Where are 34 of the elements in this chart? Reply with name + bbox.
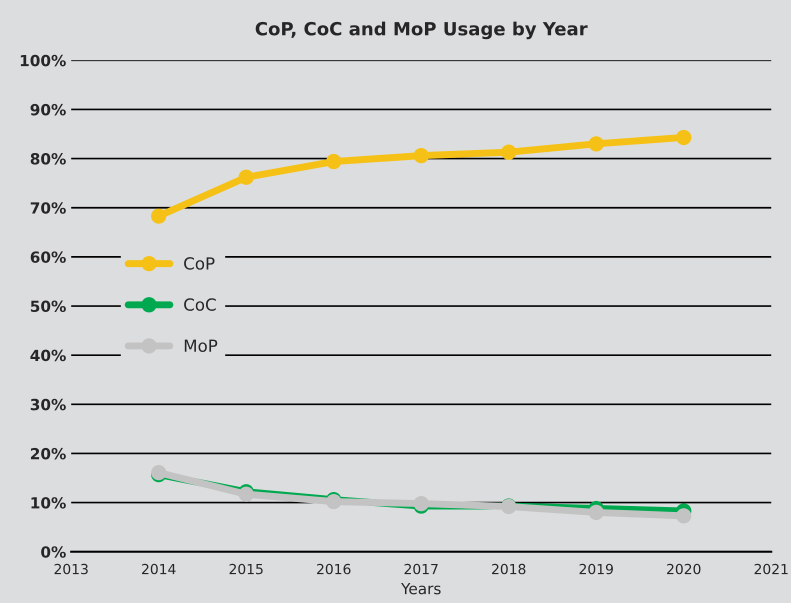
y-tick-label: 60% bbox=[30, 251, 66, 263]
x-tick-label: 2020 bbox=[667, 564, 700, 574]
y-tick-label: 90% bbox=[30, 104, 66, 116]
point bbox=[501, 144, 516, 160]
point bbox=[326, 154, 342, 170]
y-tick-label: 20% bbox=[30, 448, 66, 460]
y-tick-label: 100% bbox=[20, 54, 66, 66]
x-tick-label: 2016 bbox=[317, 564, 350, 574]
y-tick-label: 0% bbox=[41, 546, 66, 558]
x-tick-label: 2019 bbox=[580, 564, 613, 574]
point bbox=[151, 208, 166, 224]
x-tick-label: 2018 bbox=[492, 564, 526, 574]
x-tick-label: 2021 bbox=[754, 564, 788, 574]
legend-label: CoP bbox=[184, 257, 215, 270]
chart-title: CoP, CoC and MoP Usage by Year bbox=[256, 22, 588, 40]
point bbox=[238, 170, 254, 185]
legend-label: MoP bbox=[184, 340, 218, 352]
x-tick-label: 2017 bbox=[404, 564, 438, 574]
point bbox=[588, 136, 604, 152]
y-tick-label: 10% bbox=[31, 497, 66, 509]
point bbox=[414, 148, 429, 164]
x-axis-title: Years bbox=[401, 583, 441, 594]
x-tick-label: 2014 bbox=[142, 564, 176, 574]
point bbox=[676, 130, 692, 146]
x-tick-label: 2013 bbox=[54, 564, 88, 574]
y-tick-label: 30% bbox=[30, 398, 66, 410]
legend-label: CoC bbox=[184, 298, 216, 311]
point bbox=[676, 508, 692, 524]
point bbox=[588, 504, 604, 520]
y-tick-label: 50% bbox=[30, 300, 66, 312]
y-tick-label: 80% bbox=[30, 153, 66, 165]
y-tick-label: 40% bbox=[30, 350, 66, 362]
y-tick-label: 70% bbox=[30, 202, 66, 214]
x-tick-label: 2015 bbox=[230, 564, 263, 574]
